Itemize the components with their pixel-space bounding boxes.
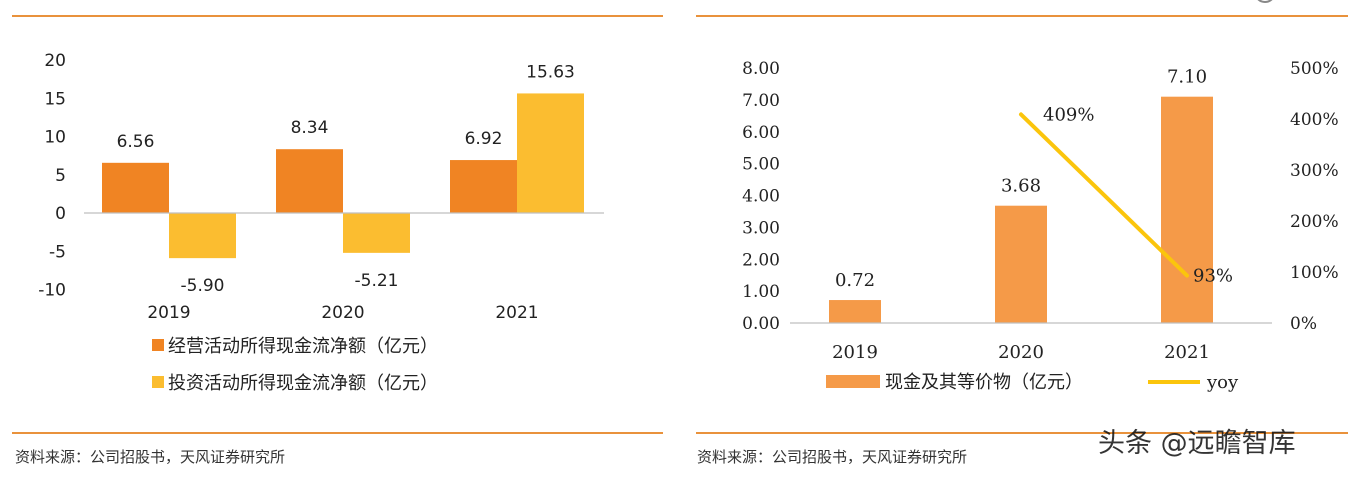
- y-tick-label: 5.00: [742, 155, 780, 175]
- bar-operating: [450, 160, 517, 213]
- y-tick-label: 4.00: [742, 187, 780, 207]
- y2-tick-label: 500%: [1290, 59, 1339, 79]
- legend-swatch-cash: [826, 375, 880, 388]
- y2-tick-label: 100%: [1290, 263, 1339, 283]
- bar-operating: [276, 149, 343, 213]
- x-tick-label: 2021: [1164, 342, 1210, 363]
- legend-label: 现金及其等价物（亿元）: [885, 372, 1083, 393]
- legend-label: yoy: [1206, 372, 1239, 393]
- left-chart: 20 15 10 5 0 -5 -10 6.56 8.34 6.92 -5.90 -5.21 15.63…: [38, 51, 604, 394]
- y-tick-label: 7.00: [742, 91, 780, 111]
- right-chart: 8.00 7.00 6.00 5.00 4.00 3.00 2.00 1.00 0.00 500%…: [742, 59, 1338, 393]
- yoy-data-label: 93%: [1193, 266, 1233, 287]
- logo-ring-icon: [1257, 0, 1273, 3]
- y-tick-label: 3.00: [742, 218, 780, 238]
- right-source-note: 资料来源：公司招股书，天风证券研究所: [697, 448, 967, 466]
- x-tick-label: 2020: [321, 303, 364, 323]
- legend-label: 经营活动所得现金流净额（亿元）: [168, 336, 438, 357]
- legend-swatch: [152, 376, 164, 388]
- bar-investing: [517, 93, 584, 213]
- x-tick-label: 2019: [147, 303, 190, 323]
- y2-tick-label: 400%: [1290, 110, 1339, 130]
- bar-investing: [169, 213, 236, 259]
- data-label: 0.72: [835, 270, 875, 291]
- bar-cash: [1161, 96, 1213, 323]
- data-label: 6.92: [465, 129, 503, 149]
- y-tick-label: 0: [55, 204, 66, 224]
- y-tick-label: 0.00: [742, 314, 780, 334]
- data-label: -5.21: [355, 271, 399, 291]
- data-label: 8.34: [291, 118, 329, 138]
- data-label: 6.56: [117, 132, 155, 152]
- bar-cash: [995, 205, 1047, 323]
- x-tick-label: 2020: [998, 342, 1044, 363]
- data-label: 7.10: [1167, 67, 1207, 88]
- bar-cash: [829, 300, 881, 323]
- data-label: 3.68: [1001, 176, 1041, 197]
- y-tick-label: -10: [38, 281, 66, 301]
- y2-tick-label: 200%: [1290, 212, 1339, 232]
- y2-tick-label: 300%: [1290, 161, 1339, 181]
- y-tick-label: 10: [44, 128, 66, 148]
- yoy-data-label: 409%: [1043, 104, 1094, 125]
- y-tick-label: 1.00: [742, 282, 780, 302]
- y2-tick-label: 0%: [1290, 314, 1317, 334]
- yoy-line: [1019, 112, 1189, 278]
- bar-investing: [343, 213, 410, 253]
- left-source-note: 资料来源：公司招股书，天风证券研究所: [15, 448, 285, 466]
- legend-label: 投资活动所得现金流净额（亿元）: [168, 373, 438, 394]
- y-tick-label: 6.00: [742, 123, 780, 143]
- y-tick-label: 8.00: [742, 59, 780, 79]
- x-tick-label: 2021: [495, 303, 538, 323]
- x-tick-label: 2019: [832, 342, 878, 363]
- data-label: 15.63: [526, 62, 575, 82]
- legend-swatch: [152, 339, 164, 351]
- y-tick-label: 2.00: [742, 250, 780, 270]
- y-tick-label: 5: [55, 166, 66, 186]
- data-label: -5.90: [181, 276, 225, 296]
- y-tick-label: 15: [44, 89, 66, 109]
- bar-operating: [102, 162, 169, 213]
- watermark: 头条 @远瞻智库: [1098, 428, 1296, 459]
- y-tick-label: -5: [49, 242, 66, 262]
- y-tick-label: 20: [44, 51, 66, 71]
